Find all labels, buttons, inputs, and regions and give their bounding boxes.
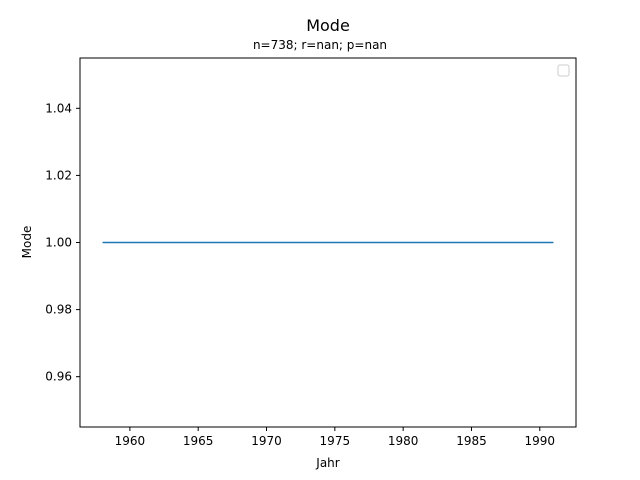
x-tick-label: 1970 bbox=[251, 434, 282, 448]
chart-title: Mode bbox=[306, 16, 350, 35]
y-tick-label: 0.96 bbox=[45, 370, 72, 384]
y-tick-label: 1.04 bbox=[45, 101, 72, 115]
x-tick-label: 1985 bbox=[456, 434, 487, 448]
x-tick-label: 1965 bbox=[183, 434, 214, 448]
x-tick-label: 1980 bbox=[388, 434, 419, 448]
x-tick-label: 1960 bbox=[115, 434, 146, 448]
y-tick-label: 1.02 bbox=[45, 168, 72, 182]
chart-subtitle: n=738; r=nan; p=nan bbox=[253, 38, 387, 52]
legend-box bbox=[557, 64, 570, 77]
x-axis: 1960 1965 1970 1975 1980 1985 1990 bbox=[115, 427, 555, 448]
y-tick-label: 0.98 bbox=[45, 303, 72, 317]
y-axis: 0.96 0.98 1.00 1.02 1.04 bbox=[45, 101, 80, 384]
x-tick-label: 1975 bbox=[320, 434, 351, 448]
y-axis-label: Mode bbox=[20, 226, 34, 259]
x-tick-label: 1990 bbox=[525, 434, 556, 448]
x-axis-label: Jahr bbox=[315, 456, 339, 470]
y-tick-label: 1.00 bbox=[45, 236, 72, 250]
